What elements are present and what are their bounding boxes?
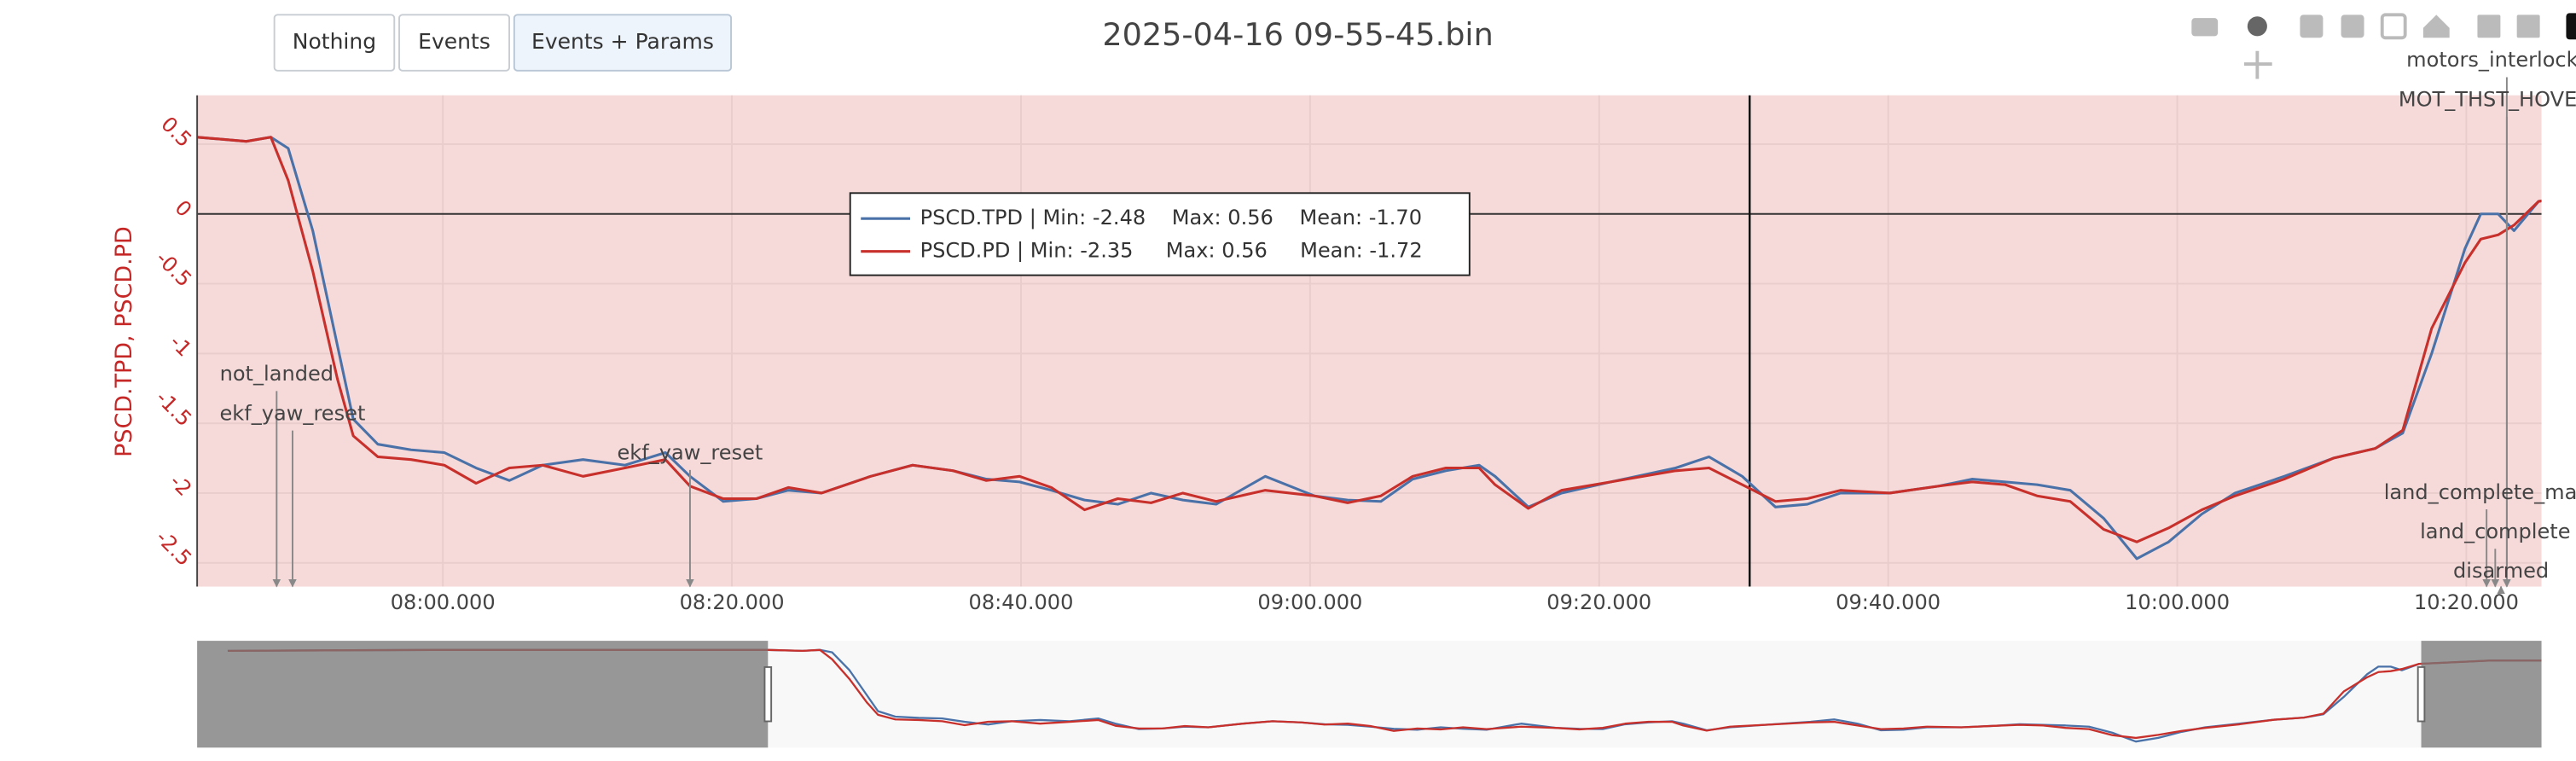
y-tick-label: -2 bbox=[165, 469, 196, 501]
x-tick-label: 08:20.000 bbox=[680, 590, 785, 614]
reset-icon[interactable] bbox=[2422, 15, 2450, 38]
zoom-icon[interactable] bbox=[2247, 16, 2267, 37]
legend-label: PSCD.PD | Min: -2.35 Max: 0.56 Mean: -1.… bbox=[920, 239, 1423, 263]
y-tick-label: 0.5 bbox=[156, 112, 196, 152]
y-tick-label: -1.5 bbox=[151, 386, 196, 431]
y-tick-label: -2.5 bbox=[151, 526, 196, 571]
range-slider-mask bbox=[2421, 641, 2542, 748]
copy-icon[interactable] bbox=[2516, 15, 2540, 38]
zoom-out-icon[interactable] bbox=[2341, 15, 2364, 38]
button-label[interactable]: Nothing bbox=[293, 29, 376, 54]
y-tick-label: -1 bbox=[165, 330, 196, 362]
range-slider-series bbox=[227, 648, 2542, 743]
y-tick-label: 0 bbox=[171, 195, 197, 222]
autoscale-icon[interactable] bbox=[2380, 13, 2407, 40]
event-label: not_landed bbox=[220, 362, 334, 386]
range-slider-handle[interactable] bbox=[763, 665, 773, 723]
range-slider-mask bbox=[197, 641, 769, 748]
pan-icon[interactable] bbox=[2243, 50, 2272, 79]
button-label[interactable]: Events bbox=[418, 29, 490, 54]
series-line bbox=[197, 136, 2542, 543]
legend-entries: PSCD.TPD | Min: -2.48 Max: 0.56 Mean: -1… bbox=[861, 206, 1423, 263]
x-tick-label: 10:00.000 bbox=[2125, 590, 2230, 614]
button-events[interactable] bbox=[398, 14, 511, 72]
x-tick-label: 09:00.000 bbox=[1257, 590, 1362, 614]
annotations: not_landed ekf_yaw_reset ekf_yaw_reset moto… bbox=[220, 48, 2576, 595]
chart-title: 2025-04-16 09-55-45.bin bbox=[1102, 16, 1493, 53]
event-label: MOT_THST_HOVER-> bbox=[2399, 87, 2576, 111]
event-label: land_complete_may bbox=[2384, 480, 2576, 504]
button-events-params[interactable] bbox=[513, 14, 733, 72]
zoom-in-icon[interactable] bbox=[2300, 15, 2324, 38]
event-label: ekf_yaw_reset bbox=[617, 441, 763, 465]
plot-background bbox=[197, 95, 2542, 587]
event-label: ekf_yaw_reset bbox=[220, 401, 366, 425]
save-icon[interactable] bbox=[2477, 15, 2501, 38]
range-slider-handle[interactable] bbox=[2416, 665, 2426, 723]
event-label: motors_interlock_di bbox=[2406, 48, 2576, 72]
range-slider[interactable] bbox=[197, 641, 2542, 748]
modebar bbox=[2191, 13, 2576, 79]
legend-box bbox=[849, 192, 1471, 276]
y-axis-title: PSCD.TPD, PSCD.PD bbox=[111, 226, 137, 457]
camera-icon[interactable] bbox=[2191, 18, 2219, 37]
legend-label: PSCD.TPD | Min: -2.48 Max: 0.56 Mean: -1… bbox=[920, 206, 1422, 229]
series bbox=[197, 136, 2542, 561]
grid bbox=[197, 95, 2542, 587]
button-nothing[interactable] bbox=[273, 14, 396, 72]
x-tick-label: 10:20.000 bbox=[2414, 590, 2519, 614]
event-label: disarmed bbox=[2453, 559, 2549, 583]
series-line bbox=[227, 648, 2542, 740]
event-label: land_complete bbox=[2420, 520, 2570, 543]
mode-buttons: Nothing Events Events + Params bbox=[273, 14, 733, 72]
legend: PSCD.TPD | Min: -2.48 Max: 0.56 Mean: -1… bbox=[849, 192, 1471, 276]
x-tick-label: 09:20.000 bbox=[1546, 590, 1651, 614]
menu-icon[interactable] bbox=[2566, 13, 2576, 40]
x-tick-label: 08:00.000 bbox=[391, 590, 496, 614]
button-label[interactable]: Events + Params bbox=[531, 29, 714, 54]
y-tick-label: -0.5 bbox=[151, 247, 196, 292]
x-tick-label: 09:40.000 bbox=[1836, 590, 1941, 614]
x-tick-label: 08:40.000 bbox=[969, 590, 1074, 614]
